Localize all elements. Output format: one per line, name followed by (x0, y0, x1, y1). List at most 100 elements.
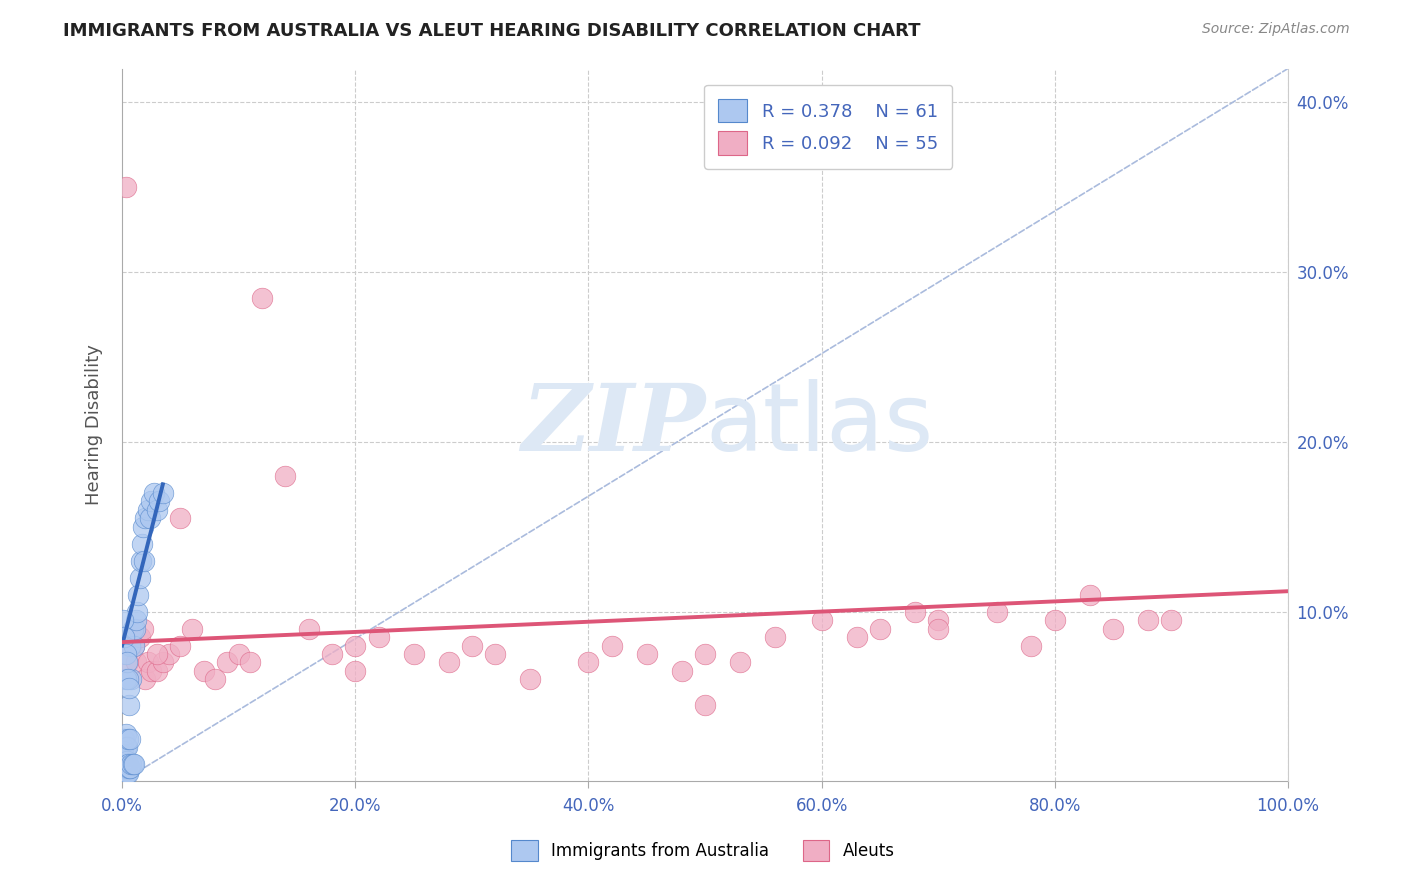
Point (112, 630, 135, 644)
Point (115, 656, 138, 670)
Point (112, 731, 135, 746)
Point (120, 639, 142, 653)
Point (437, 656, 460, 670)
Point (204, 673, 226, 687)
Point (763, 630, 786, 644)
Point (112, 740, 135, 755)
Point (693, 647, 716, 661)
Point (250, 291, 273, 305)
Point (121, 622, 143, 636)
Point (114, 180, 136, 194)
Point (128, 630, 150, 644)
Point (115, 761, 138, 775)
Point (321, 647, 343, 661)
Point (239, 656, 262, 670)
Point (112, 757, 135, 772)
Point (810, 613, 832, 627)
Point (120, 673, 142, 687)
Point (157, 647, 180, 661)
Point (124, 622, 146, 636)
Point (845, 630, 868, 644)
Point (274, 468, 297, 483)
Point (115, 754, 138, 768)
Point (134, 554, 156, 568)
Point (117, 765, 139, 780)
Legend: Immigrants from Australia, Aleuts: Immigrants from Australia, Aleuts (498, 827, 908, 875)
Point (118, 681, 141, 695)
Point (112, 761, 135, 775)
Point (122, 639, 145, 653)
Point (112, 748, 135, 763)
Point (1102, 622, 1125, 636)
Point (114, 761, 136, 775)
Point (122, 639, 145, 653)
Point (127, 605, 149, 619)
Point (117, 731, 139, 746)
Point (1137, 613, 1160, 627)
Point (112, 744, 135, 758)
Point (112, 754, 135, 768)
Point (139, 511, 162, 525)
Point (132, 622, 155, 636)
Point (344, 639, 367, 653)
Text: IMMIGRANTS FROM AUSTRALIA VS ALEUT HEARING DISABILITY CORRELATION CHART: IMMIGRANTS FROM AUSTRALIA VS ALEUT HEARI… (63, 22, 921, 40)
Point (148, 494, 170, 508)
Point (118, 698, 141, 712)
Point (112, 765, 135, 780)
Point (120, 731, 142, 746)
Point (112, 613, 135, 627)
Point (1021, 639, 1043, 653)
Point (131, 537, 153, 551)
Point (112, 748, 135, 763)
Point (136, 656, 159, 670)
Point (114, 673, 136, 687)
Point (297, 622, 319, 636)
Point (120, 639, 142, 653)
Point (117, 673, 139, 687)
Point (671, 664, 693, 678)
Point (117, 656, 139, 670)
Point (146, 664, 169, 678)
Point (121, 757, 143, 772)
Point (169, 639, 191, 653)
Point (461, 639, 484, 653)
Point (636, 647, 658, 661)
Point (112, 757, 135, 772)
Point (1043, 613, 1066, 627)
Point (693, 698, 716, 712)
Point (1078, 588, 1101, 602)
Point (134, 511, 156, 525)
Point (112, 731, 135, 746)
Point (728, 656, 751, 670)
Point (122, 757, 145, 772)
Point (125, 613, 148, 627)
Text: ZIP: ZIP (520, 380, 704, 470)
Point (132, 519, 155, 533)
Point (129, 554, 152, 568)
Point (904, 605, 927, 619)
Y-axis label: Hearing Disability: Hearing Disability (86, 344, 103, 506)
Point (114, 727, 136, 741)
Point (344, 664, 367, 678)
Point (114, 647, 136, 661)
Point (125, 656, 148, 670)
Point (367, 630, 389, 644)
Legend: R = 0.378    N = 61, R = 0.092    N = 55: R = 0.378 N = 61, R = 0.092 N = 55 (704, 85, 952, 169)
Point (152, 656, 174, 670)
Point (136, 502, 159, 516)
Point (402, 647, 425, 661)
Point (215, 656, 238, 670)
Point (120, 761, 142, 775)
Point (869, 622, 891, 636)
Point (112, 765, 135, 780)
Point (519, 673, 541, 687)
Point (578, 656, 600, 670)
Point (117, 757, 139, 772)
Point (141, 664, 163, 678)
Point (114, 757, 136, 772)
Text: atlas: atlas (704, 379, 934, 471)
Point (146, 647, 169, 661)
Point (115, 740, 138, 755)
Point (120, 757, 142, 772)
Point (112, 761, 135, 775)
